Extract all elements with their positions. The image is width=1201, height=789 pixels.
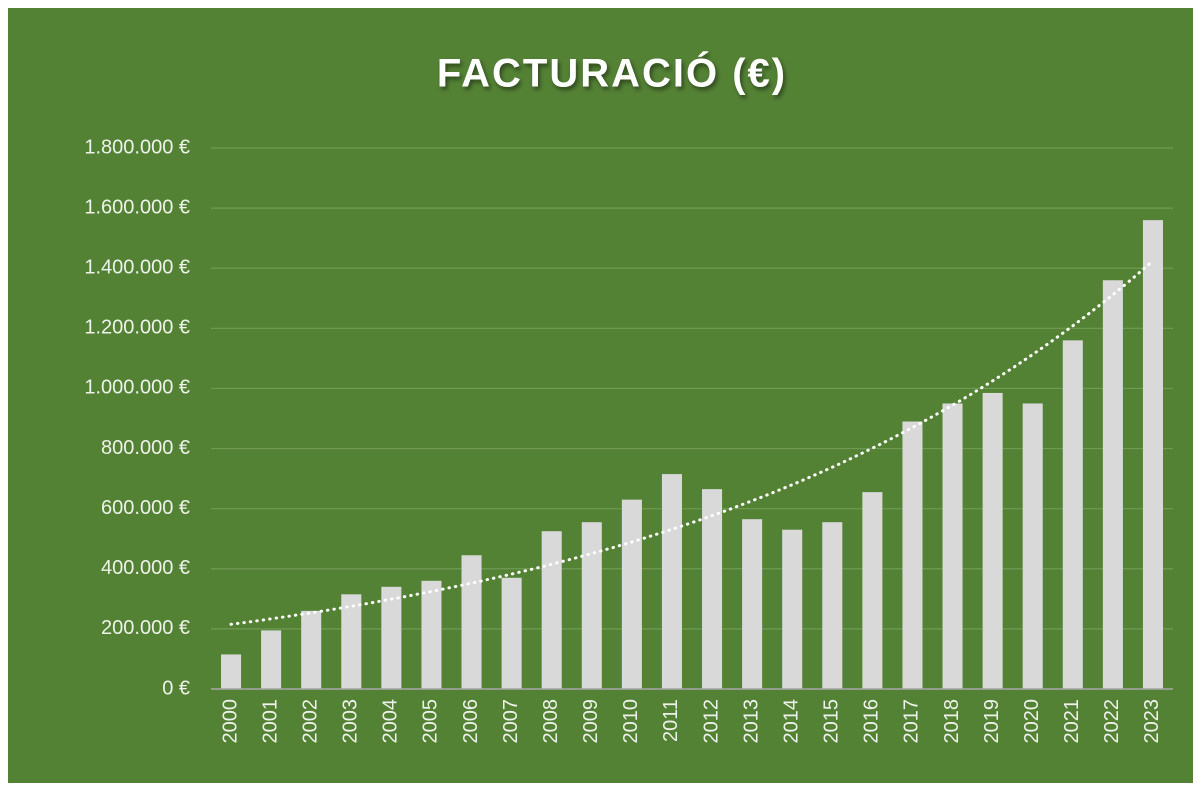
x-tick-label: 2018 [941,699,963,744]
x-tick-label: 2012 [700,699,722,744]
x-tick-label: 2010 [620,699,642,744]
x-tick-label: 2008 [540,699,562,744]
bar [301,610,322,689]
bar [702,489,723,689]
y-tick-label: 1.600.000 € [84,196,190,218]
y-tick-label: 1.800.000 € [84,136,190,158]
x-tick-label: 2000 [219,699,241,744]
x-tick-label: 2002 [299,699,321,744]
y-tick-label: 0 € [162,677,190,699]
trendline [229,259,1155,626]
x-tick-label: 2016 [861,699,883,744]
x-tick-label: 2003 [340,699,362,744]
bar [621,499,642,689]
x-tick-label: 2022 [1101,699,1123,744]
x-tick-label: 2009 [580,699,602,744]
bar [421,580,442,689]
x-tick-label: 2019 [981,699,1003,744]
bar [1062,340,1083,689]
x-tick-label: 2015 [821,699,843,744]
bar [982,392,1003,689]
bar [261,630,282,689]
y-tick-label: 600.000 € [101,497,190,519]
bar [1022,403,1043,689]
x-tick-label: 2014 [780,699,802,744]
bar [221,654,242,689]
bar [1102,280,1123,689]
x-tick-label: 2006 [460,699,482,744]
y-tick-label: 1.400.000 € [84,257,190,279]
x-tick-label: 2007 [500,699,522,744]
bar [501,577,522,689]
bar [661,474,682,689]
bar [461,555,482,689]
bar [541,531,562,689]
bar [942,403,963,689]
y-tick-label: 1.000.000 € [84,377,190,399]
y-tick-label: 800.000 € [101,437,190,459]
bar [782,529,803,689]
bar [902,421,923,689]
y-tick-label: 1.200.000 € [84,317,190,339]
bar [1142,220,1163,689]
bar [822,522,843,689]
bar [381,586,402,689]
x-tick-label: 2004 [380,699,402,744]
bar [581,522,602,689]
x-tick-label: 2017 [901,699,923,744]
x-tick-label: 2020 [1021,699,1043,744]
bar [862,492,883,689]
y-tick-label: 200.000 € [101,617,190,639]
x-tick-label: 2011 [660,699,682,742]
x-tick-label: 2013 [740,699,762,744]
bar [341,594,362,689]
x-tick-label: 2023 [1141,699,1163,744]
chart-title: FACTURACIÓ (€) [437,50,787,96]
x-tick-label: 2021 [1061,699,1083,744]
x-tick-label: 2001 [259,699,281,744]
x-tick-label: 2005 [420,699,442,744]
bar [742,519,763,689]
y-tick-label: 400.000 € [101,557,190,579]
